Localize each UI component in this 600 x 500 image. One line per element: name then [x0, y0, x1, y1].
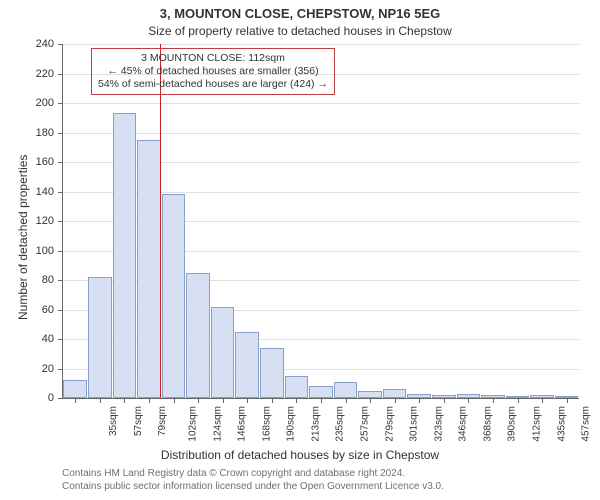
xtick-label: 235sqm [335, 406, 346, 442]
annotation-box: 3 MOUNTON CLOSE: 112sqm← 45% of detached… [91, 48, 335, 95]
ytick-mark [58, 280, 63, 281]
chart-container: 3, MOUNTON CLOSE, CHEPSTOW, NP16 5EG Siz… [0, 0, 600, 500]
xtick-mark [370, 398, 371, 403]
xtick-mark [567, 398, 568, 403]
xtick-label: 213sqm [310, 406, 321, 442]
footer-line-1: Contains HM Land Registry data © Crown c… [62, 468, 444, 481]
xtick-label: 368sqm [482, 406, 493, 442]
xtick-label: 257sqm [360, 406, 371, 442]
ytick-mark [58, 162, 63, 163]
xtick-mark [468, 398, 469, 403]
ytick-label: 60 [42, 304, 54, 316]
xtick-mark [542, 398, 543, 403]
xtick-label: 146sqm [237, 406, 248, 442]
xtick-mark [100, 398, 101, 403]
histogram-bar [162, 194, 186, 398]
histogram-bar [211, 307, 235, 398]
ytick-mark [58, 339, 63, 340]
ytick-mark [58, 74, 63, 75]
xtick-label: 301sqm [409, 406, 420, 442]
ytick-mark [58, 398, 63, 399]
xtick-mark [272, 398, 273, 403]
histogram-bar [63, 380, 87, 398]
ytick-mark [58, 192, 63, 193]
annotation-line: ← 45% of detached houses are smaller (35… [98, 65, 328, 78]
ytick-label: 100 [36, 245, 54, 257]
ytick-label: 220 [36, 68, 54, 80]
xtick-label: 390sqm [507, 406, 518, 442]
xtick-label: 435sqm [556, 406, 567, 442]
reference-line [160, 44, 161, 398]
xtick-label: 79sqm [157, 406, 168, 436]
ytick-mark [58, 369, 63, 370]
ytick-label: 240 [36, 38, 54, 50]
xtick-mark [223, 398, 224, 403]
xtick-label: 124sqm [212, 406, 223, 442]
xtick-mark [198, 398, 199, 403]
ytick-label: 20 [42, 363, 54, 375]
histogram-bar [113, 113, 137, 398]
x-axis-label: Distribution of detached houses by size … [0, 448, 600, 462]
footer-attribution: Contains HM Land Registry data © Crown c… [62, 468, 444, 493]
annotation-line: 54% of semi-detached houses are larger (… [98, 78, 328, 91]
histogram-bar [358, 391, 382, 398]
xtick-label: 168sqm [261, 406, 272, 442]
xtick-label: 35sqm [108, 406, 119, 436]
histogram-bar [186, 273, 210, 398]
xtick-mark [321, 398, 322, 403]
ytick-mark [58, 310, 63, 311]
xtick-mark [395, 398, 396, 403]
ytick-label: 200 [36, 97, 54, 109]
ytick-mark [58, 221, 63, 222]
plot-area: 3 MOUNTON CLOSE: 112sqm← 45% of detached… [62, 44, 579, 399]
annotation-line: 3 MOUNTON CLOSE: 112sqm [98, 52, 328, 65]
xtick-label: 190sqm [286, 406, 297, 442]
histogram-bar [88, 277, 112, 398]
chart-subtitle: Size of property relative to detached ho… [0, 24, 600, 38]
xtick-label: 102sqm [188, 406, 199, 442]
xtick-label: 279sqm [384, 406, 395, 442]
histogram-bar [137, 140, 161, 398]
histogram-bar [334, 382, 358, 398]
ytick-label: 180 [36, 127, 54, 139]
xtick-mark [149, 398, 150, 403]
xtick-mark [444, 398, 445, 403]
histogram-bar [383, 389, 407, 398]
xtick-mark [346, 398, 347, 403]
xtick-mark [247, 398, 248, 403]
y-axis-label: Number of detached properties [16, 155, 30, 320]
xtick-label: 57sqm [133, 406, 144, 436]
histogram-bar [235, 332, 259, 398]
ytick-label: 80 [42, 274, 54, 286]
xtick-mark [419, 398, 420, 403]
ytick-label: 120 [36, 215, 54, 227]
histogram-bar [260, 348, 284, 398]
gridline [63, 44, 579, 45]
gridline [63, 133, 579, 134]
xtick-mark [493, 398, 494, 403]
xtick-mark [518, 398, 519, 403]
ytick-label: 40 [42, 333, 54, 345]
ytick-label: 0 [48, 392, 54, 404]
xtick-mark [124, 398, 125, 403]
gridline [63, 103, 579, 104]
ytick-mark [58, 251, 63, 252]
chart-title: 3, MOUNTON CLOSE, CHEPSTOW, NP16 5EG [0, 6, 600, 21]
ytick-mark [58, 44, 63, 45]
xtick-label: 346sqm [458, 406, 469, 442]
histogram-bar [309, 386, 333, 398]
xtick-label: 457sqm [581, 406, 592, 442]
ytick-label: 160 [36, 156, 54, 168]
xtick-mark [75, 398, 76, 403]
footer-line-2: Contains public sector information licen… [62, 481, 444, 494]
ytick-mark [58, 103, 63, 104]
xtick-mark [174, 398, 175, 403]
xtick-mark [296, 398, 297, 403]
xtick-label: 323sqm [433, 406, 444, 442]
ytick-mark [58, 133, 63, 134]
ytick-label: 140 [36, 186, 54, 198]
histogram-bar [285, 376, 309, 398]
xtick-label: 412sqm [532, 406, 543, 442]
